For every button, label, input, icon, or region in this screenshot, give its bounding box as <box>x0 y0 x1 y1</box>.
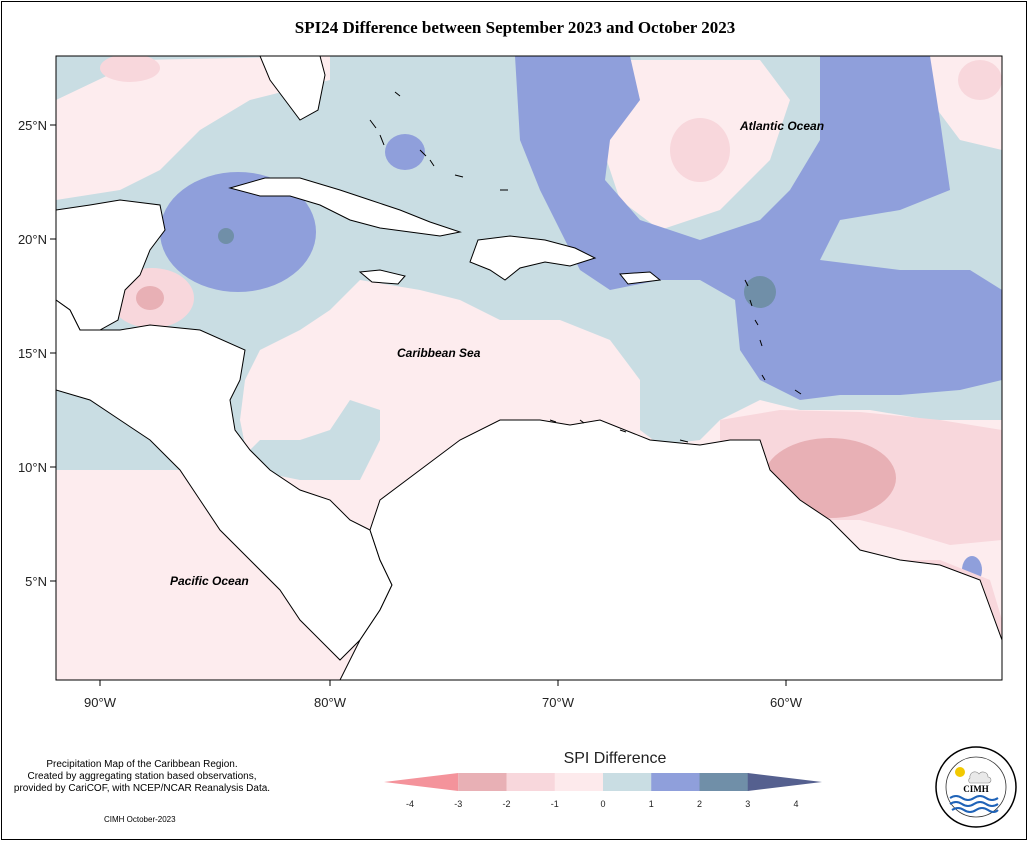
legend-swatch <box>651 773 700 791</box>
label-pacific-ocean: Pacific Ocean <box>170 574 249 588</box>
credits: Precipitation Map of the Caribbean Regio… <box>6 759 278 795</box>
legend-tick-label: 3 <box>745 799 750 809</box>
spi-zone-slate-gulf <box>218 228 234 244</box>
legend-swatch <box>603 773 652 791</box>
land-hispaniola <box>469 235 597 281</box>
land-puerto-rico <box>619 271 662 285</box>
lon-tick-70w: 70°W <box>542 695 575 710</box>
legend-tick-label: 4 <box>793 799 798 809</box>
spi-zone-rose-belize <box>136 286 164 310</box>
lat-tick-5n: 5°N <box>25 574 47 589</box>
lat-axis <box>50 124 56 582</box>
lon-tick-90w: 90°W <box>84 695 117 710</box>
lon-tick-60w: 60°W <box>770 695 803 710</box>
lon-tick-80w: 80°W <box>314 695 347 710</box>
small-islands <box>369 91 802 443</box>
legend-tick-label: -1 <box>551 799 559 809</box>
land-south-america <box>339 419 1002 680</box>
sun-icon <box>955 767 965 777</box>
map-title: SPI24 Difference between September 2023 … <box>294 18 736 37</box>
land-florida <box>259 56 326 121</box>
legend-title: SPI Difference <box>563 750 667 767</box>
date-stamp: CIMH October-2023 <box>104 815 176 824</box>
legend-tick-label: 1 <box>649 799 654 809</box>
legend-tick-label: -3 <box>454 799 462 809</box>
spi-zone-light-pink-top <box>56 56 330 200</box>
label-atlantic-ocean: Atlantic Ocean <box>739 119 824 133</box>
lon-axis <box>99 680 787 686</box>
lat-tick-15n: 15°N <box>18 346 47 361</box>
coastlines <box>56 56 1002 680</box>
legend-tick-label: 2 <box>697 799 702 809</box>
spi-zone-pink-atlantic <box>670 118 730 182</box>
legend-ticks: -4 -3 -2 -1 0 1 2 3 4 <box>406 799 799 809</box>
spi-zone-blue-atlantic <box>515 56 1002 400</box>
legend-colorbar <box>384 773 822 791</box>
credits-line-2: Created by aggregating station based obs… <box>27 771 257 782</box>
legend-tick-label: -2 <box>502 799 510 809</box>
legend-swatch <box>384 773 459 791</box>
spi-zone-pink-ne <box>958 60 1002 100</box>
legend-swatch <box>506 773 556 791</box>
spi-zone-blue-bahamas <box>385 134 425 170</box>
land-jamaica <box>358 269 406 285</box>
legend-swatch <box>747 773 822 791</box>
legend-tick-label: 0 <box>600 799 605 809</box>
logo-text: CIMH <box>963 784 989 794</box>
spi-zone-pink-florida <box>100 56 160 82</box>
legend-swatch <box>699 773 749 791</box>
lat-tick-25n: 25°N <box>18 118 47 133</box>
cloud-icon <box>968 771 992 784</box>
waves-icon <box>949 795 999 813</box>
cimh-logo: CIMH <box>935 746 1017 828</box>
legend-tick-label: -4 <box>406 799 414 809</box>
spi-zone-slate-antilles <box>744 276 776 308</box>
label-caribbean-sea: Caribbean Sea <box>397 346 481 360</box>
legend-swatch <box>554 773 604 791</box>
plot-border <box>55 55 1003 681</box>
credits-line-3: provided by CariCOF, with NCEP/NCAR Rean… <box>13 783 271 794</box>
legend-swatch <box>458 773 507 791</box>
lat-tick-10n: 10°N <box>18 460 47 475</box>
lat-tick-20n: 20°N <box>18 232 47 247</box>
credits-line-1: Precipitation Map of the Caribbean Regio… <box>46 759 238 770</box>
spi-zone-blue-gulf <box>160 172 316 292</box>
land-cuba <box>228 177 462 237</box>
